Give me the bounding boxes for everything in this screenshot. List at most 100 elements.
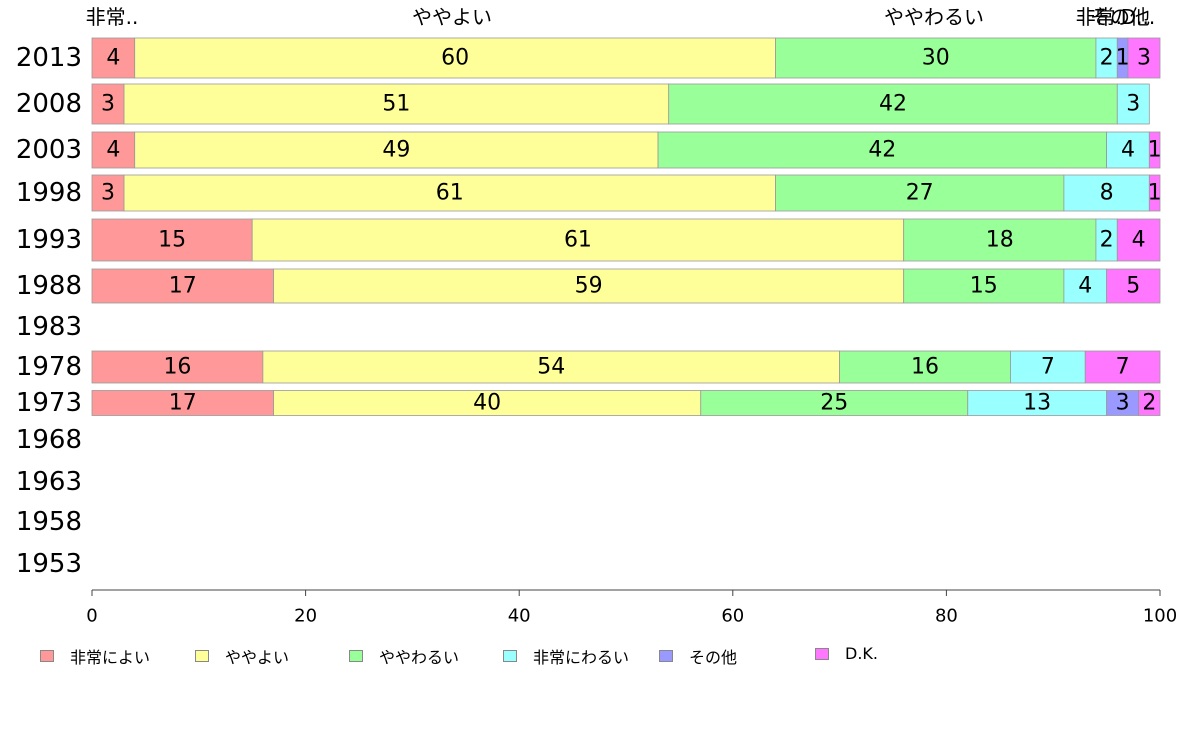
bar-1993-series-0: [91, 218, 253, 262]
legend-label: 非常によい: [70, 648, 151, 667]
data-label-1988-series-3: 4: [1078, 274, 1092, 299]
bar-1978-series-5: [1084, 350, 1161, 384]
bar-1973-series-2: [700, 390, 969, 416]
data-label-1993-series-0: 15: [158, 228, 186, 253]
bar-1988-series-0: [91, 268, 274, 304]
data-label-1973-series-2: 25: [820, 391, 848, 416]
bar-1993-series-1: [251, 218, 905, 262]
data-label-1973-series-4: 3: [1116, 391, 1130, 416]
category-label-1963: 1963: [16, 467, 82, 497]
bar-1998-series-2: [775, 174, 1065, 212]
bar-1998-series-0: [91, 174, 125, 212]
bar-2013-series-5: [1127, 37, 1161, 79]
legend-label: ややわるい: [379, 648, 460, 667]
x-tick-label-80: 80: [935, 606, 958, 627]
bar-1998-series-1: [123, 174, 776, 212]
bar-2008-series-0: [91, 83, 125, 125]
x-tick-label-40: 40: [508, 606, 531, 627]
bar-2013-series-0: [91, 37, 136, 79]
data-label-1993-series-5: 4: [1132, 228, 1146, 253]
bar-1978-series-3: [1010, 350, 1086, 384]
data-label-1998-series-0: 3: [101, 181, 115, 206]
bar-1973-series-3: [967, 390, 1108, 416]
bar-1973-series-0: [91, 390, 274, 416]
data-label-2008-series-2: 42: [879, 92, 907, 117]
top-series-label-1: ややよい: [412, 5, 492, 29]
data-label-1998-series-1: 61: [436, 181, 464, 206]
bar-1988-series-1: [273, 268, 905, 304]
x-tick-label-100: 100: [1143, 606, 1177, 627]
category-label-1993: 1993: [16, 225, 82, 255]
data-label-1998-series-2: 27: [906, 181, 934, 206]
category-label-1968: 1968: [16, 425, 82, 455]
bar-2003-series-0: [91, 131, 136, 169]
data-label-2003-series-5: 1: [1148, 138, 1162, 163]
bar-2013-series-2: [775, 37, 1097, 79]
legend-swatch: [40, 650, 54, 662]
bar-1988-series-5: [1106, 268, 1161, 304]
data-label-2008-series-0: 3: [101, 92, 115, 117]
bar-1973-series-5: [1138, 390, 1161, 416]
top-series-label-4: その他: [1090, 5, 1150, 29]
data-label-1978-series-3: 7: [1041, 355, 1055, 380]
top-series-label-3: 非常..: [1076, 5, 1129, 29]
bar-2013-series-1: [134, 37, 776, 79]
legend-swatch: [349, 650, 363, 662]
data-label-2013-series-2: 30: [922, 46, 950, 71]
data-label-2008-series-1: 51: [382, 92, 410, 117]
category-label-2013: 2013: [16, 43, 82, 73]
legend-swatch: [195, 650, 209, 662]
legend-swatch: [815, 647, 829, 660]
bar-2008-series-3: [1116, 83, 1150, 125]
category-label-2008: 2008: [16, 89, 82, 119]
data-label-1988-series-1: 59: [575, 274, 603, 299]
category-label-1978: 1978: [16, 352, 82, 382]
data-label-1978-series-2: 16: [911, 355, 939, 380]
bar-1978-series-0: [91, 350, 264, 384]
bar-2003-series-5: [1148, 131, 1161, 169]
legend-item-0: 非常によい: [40, 644, 150, 668]
data-label-1993-series-1: 61: [564, 228, 592, 253]
x-tick-label-20: 20: [294, 606, 317, 627]
legend-swatch: [659, 650, 673, 662]
data-label-1973-series-1: 40: [473, 391, 501, 416]
category-label-1998: 1998: [16, 178, 82, 208]
data-label-2013-series-3: 2: [1100, 46, 1114, 71]
data-label-2003-series-0: 4: [106, 138, 120, 163]
data-label-1988-series-0: 17: [169, 274, 197, 299]
legend-item-1: ややよい: [195, 644, 289, 668]
data-label-2003-series-2: 42: [868, 138, 896, 163]
data-label-1978-series-1: 54: [537, 355, 565, 380]
bar-2003-series-3: [1106, 131, 1150, 169]
legend-label: D.K.: [845, 644, 878, 663]
legend-item-2: ややわるい: [349, 644, 459, 668]
bar-1978-series-1: [262, 350, 840, 384]
data-label-1988-series-2: 15: [970, 274, 998, 299]
data-label-1973-series-3: 13: [1023, 391, 1051, 416]
data-label-1998-series-3: 8: [1100, 181, 1114, 206]
legend-label: その他: [689, 648, 738, 667]
top-series-label-0: 非常..: [86, 5, 139, 29]
bar-1988-series-3: [1063, 268, 1108, 304]
bar-1988-series-2: [903, 268, 1065, 304]
bar-2003-series-2: [657, 131, 1107, 169]
bar-1993-series-2: [903, 218, 1097, 262]
legend-swatch: [503, 650, 517, 662]
bar-2003-series-1: [134, 131, 659, 169]
data-label-1993-series-3: 2: [1100, 228, 1114, 253]
data-label-2008-series-3: 3: [1126, 92, 1140, 117]
data-label-2013-series-0: 4: [106, 46, 120, 71]
data-label-2013-series-4: 1: [1116, 46, 1130, 71]
category-label-1953: 1953: [16, 549, 82, 579]
bar-2008-series-2: [668, 83, 1118, 125]
bar-1998-series-3: [1063, 174, 1150, 212]
legend-item-4: その他: [659, 644, 737, 668]
legend-item-5: D.K.: [815, 644, 878, 663]
bar-1993-series-5: [1116, 218, 1161, 262]
legend-label: 非常にわるい: [533, 648, 630, 667]
category-label-1973: 1973: [16, 388, 82, 418]
data-label-2013-series-5: 3: [1137, 46, 1151, 71]
x-tick-label-0: 0: [86, 606, 97, 627]
bar-1973-series-1: [273, 390, 702, 416]
